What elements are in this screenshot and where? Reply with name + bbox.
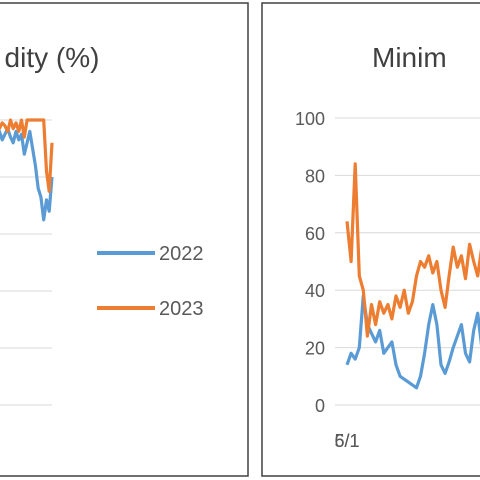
chart-panel-right: Minim 0 20 40 60 80 100 5/16/1 bbox=[261, 2, 480, 477]
series-line-2023 bbox=[345, 162, 480, 338]
panel-frame bbox=[261, 2, 480, 477]
series-line-2022 bbox=[0, 127, 54, 222]
y-tick-label: 0 bbox=[315, 396, 325, 416]
series-line-2022 bbox=[345, 294, 480, 390]
chart-panel-left: dity (%) 2022 2023 bbox=[0, 2, 249, 477]
panel-frame bbox=[0, 2, 249, 477]
legend-label: 2023 bbox=[159, 298, 204, 320]
y-tick-label: 100 bbox=[295, 109, 325, 129]
y-tick-label: 20 bbox=[305, 339, 325, 359]
y-tick-label: 60 bbox=[305, 224, 325, 244]
legend-label: 2022 bbox=[159, 243, 204, 265]
x-tick-label: 5/1 bbox=[334, 431, 359, 451]
chart-title: Minim bbox=[372, 42, 447, 73]
x-tick-label: 6/1 bbox=[334, 431, 359, 451]
series-line-2023 bbox=[0, 118, 54, 193]
chart-title: dity (%) bbox=[5, 42, 100, 73]
y-tick-label: 40 bbox=[305, 281, 325, 301]
y-tick-label: 80 bbox=[305, 166, 325, 186]
